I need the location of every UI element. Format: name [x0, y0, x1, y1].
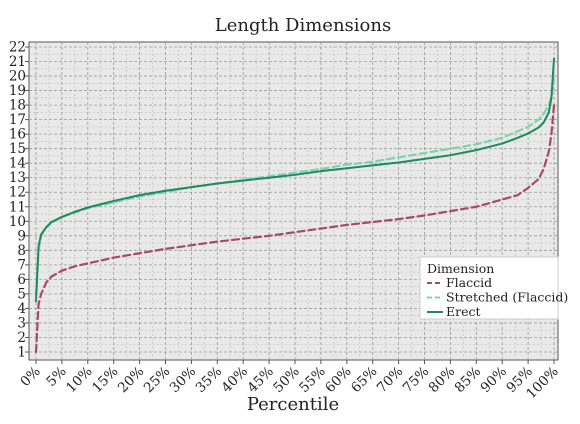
legend-box [419, 256, 559, 320]
y-tick-label: 2 [17, 330, 26, 346]
y-tick-label: 4 [17, 301, 26, 317]
y-tick-label: 1 [17, 345, 26, 361]
y-tick-label: 11 [9, 199, 26, 215]
legend-label: Erect [446, 304, 481, 319]
y-tick-label: 9 [17, 228, 26, 244]
y-tick-label: 3 [17, 315, 26, 331]
y-tick-label: 10 [9, 214, 26, 230]
y-tick-label: 16 [9, 127, 26, 143]
series-line-erect [35, 57, 555, 303]
y-tick-label: 15 [9, 141, 26, 157]
y-tick-label: 6 [17, 272, 26, 288]
y-tick-label: 18 [9, 98, 26, 114]
chart-title: Length Dimensions [215, 15, 391, 36]
y-tick-label: 21 [9, 54, 26, 70]
y-tick-label: 7 [17, 257, 26, 273]
series-line-flaccid [34, 103, 556, 354]
y-tick-label: 12 [9, 185, 26, 201]
legend-label: Flaccid [446, 275, 492, 290]
y-tick-label: 17 [9, 112, 26, 128]
y-tick-label: 19 [9, 83, 26, 99]
legend-label: Stretched (Flaccid) [446, 290, 568, 305]
x-axis-label: Percentile [247, 394, 339, 415]
y-tick-label: 13 [9, 170, 26, 186]
y-tick-label: 5 [17, 286, 26, 302]
y-tick-label: 8 [17, 243, 26, 259]
y-tick-label: 22 [9, 40, 26, 56]
y-tick-label: 14 [9, 156, 26, 172]
y-tick-label: 20 [9, 69, 26, 85]
series-layer [34, 57, 556, 354]
legend-title: Dimension [427, 261, 494, 276]
